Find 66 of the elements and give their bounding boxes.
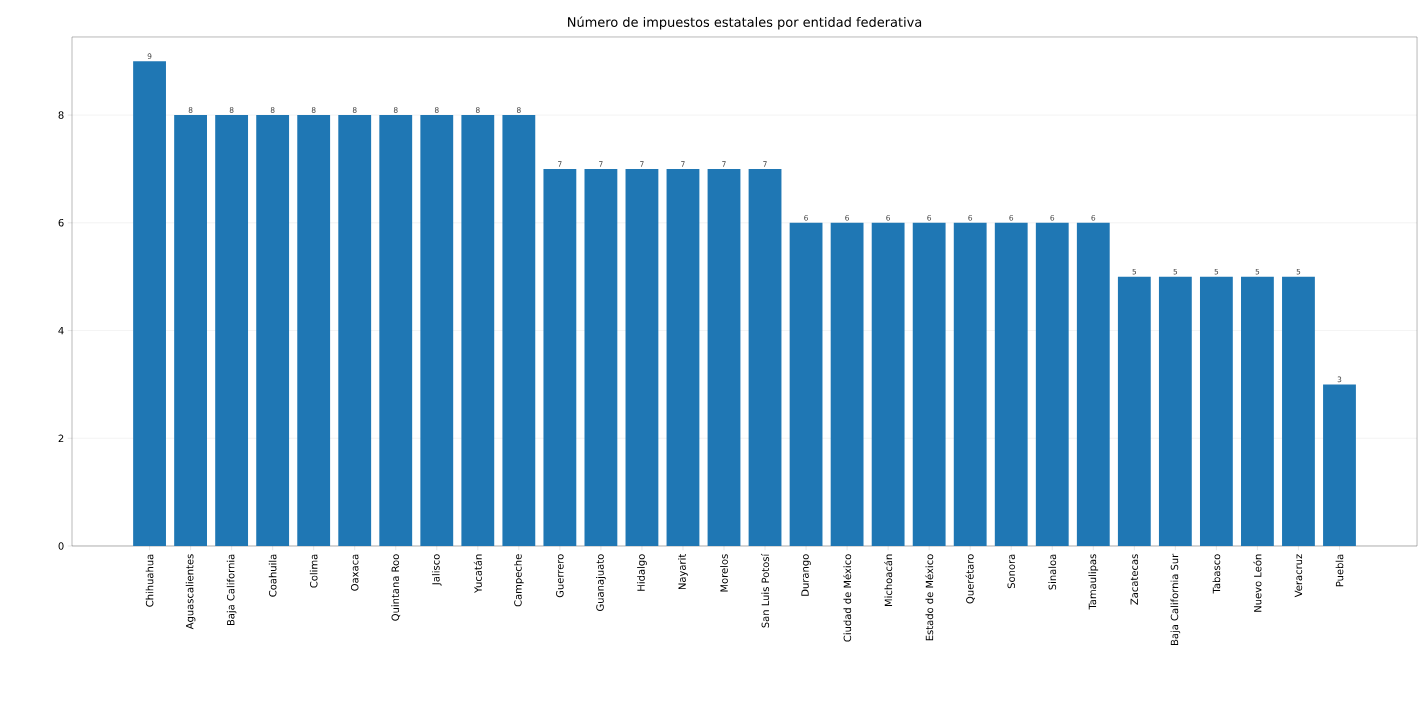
bar <box>461 115 495 546</box>
bar <box>338 115 372 546</box>
bar <box>1241 276 1274 546</box>
x-tick-label: Tabasco <box>1212 554 1221 594</box>
bar <box>1323 384 1356 546</box>
bar <box>748 168 782 546</box>
x-tick-label: Coahuila <box>268 554 277 597</box>
bar <box>420 115 454 546</box>
bar <box>830 222 864 546</box>
x-tick-label: Sinaloa <box>1048 554 1057 590</box>
x-tick-label: Sonora <box>1007 554 1015 589</box>
x-tick-label: Quintana Roo <box>391 554 401 621</box>
bar <box>1076 222 1110 546</box>
bar <box>789 222 823 546</box>
x-tick-label: Veracruz <box>1294 554 1303 598</box>
y-tick-label: 8 <box>58 111 64 119</box>
x-tick-label: Baja California <box>226 554 237 626</box>
x-tick-label: San Luis Potosí <box>760 553 770 628</box>
x-tick-label: Tamaulipas <box>1088 554 1099 610</box>
x-tick-label: Guerrero <box>556 554 564 598</box>
bar <box>379 115 413 546</box>
bar <box>625 168 659 546</box>
x-tick-label: Puebla <box>1335 554 1344 587</box>
x-tick-label: Ciudad de México <box>843 554 852 642</box>
y-tick-label: 0 <box>58 542 64 550</box>
bar <box>1158 276 1192 546</box>
chart-title: Número de impuestos estatales por entidad federativa <box>568 16 922 30</box>
bar <box>1035 222 1069 546</box>
bar <box>584 168 618 546</box>
x-tick-label: Querétaro <box>965 554 975 604</box>
y-tick-label: 6 <box>58 219 64 227</box>
x-tick-label: Durango <box>801 554 811 596</box>
x-tick-label: Nuevo León <box>1253 554 1262 612</box>
bar <box>256 115 290 546</box>
bar <box>1117 276 1151 546</box>
y-tick-label: 4 <box>58 326 64 335</box>
x-tick-label: Nayarit <box>678 554 688 590</box>
x-tick-label: Aguascalientes <box>185 554 196 630</box>
x-tick-label: Baja California Sur <box>1170 553 1181 645</box>
bar <box>543 168 577 546</box>
bar <box>871 222 905 546</box>
bar <box>707 168 741 546</box>
bar <box>297 115 331 546</box>
x-tick-label: Colima <box>309 554 318 588</box>
bar <box>502 115 536 546</box>
x-tick-label: Zacatecas <box>1130 554 1139 605</box>
bar <box>994 222 1028 546</box>
x-tick-label: Jalisco <box>431 554 442 586</box>
bar <box>1199 276 1233 546</box>
x-tick-label: Campeche <box>514 554 524 607</box>
x-tick-label: Hidalgo <box>637 554 647 591</box>
x-tick-label: Guanajuato <box>596 554 606 611</box>
x-tick-label: Chihuahua <box>145 554 154 607</box>
bar <box>215 115 249 546</box>
x-tick-label: Estado de México <box>925 554 934 641</box>
x-tick-label: Michoacán <box>884 554 893 607</box>
bar <box>1282 276 1315 546</box>
x-tick-label: Oaxaca <box>350 554 359 591</box>
bar <box>133 61 166 546</box>
bar <box>174 115 207 546</box>
bar <box>953 222 987 546</box>
bar <box>912 222 946 546</box>
y-tick-label: 2 <box>58 434 64 442</box>
bar <box>666 168 700 546</box>
x-tick-label: Yucatán <box>473 554 482 593</box>
x-tick-label: Morelos <box>720 554 728 592</box>
